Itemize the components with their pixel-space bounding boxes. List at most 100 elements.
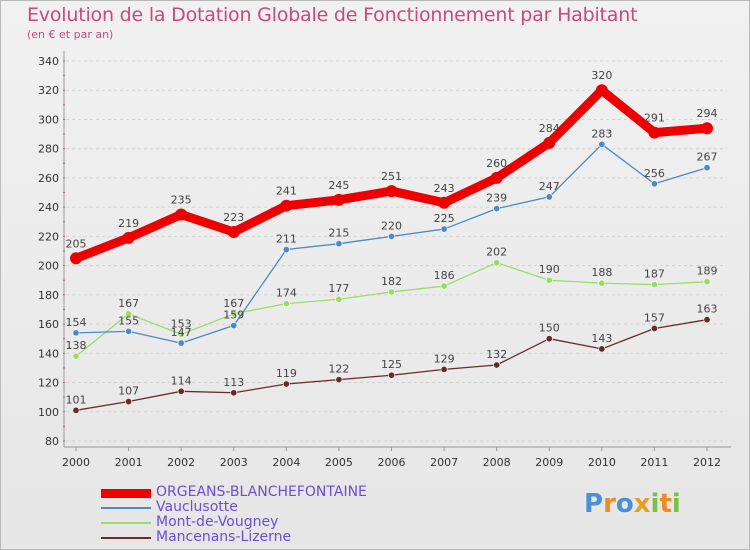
data-point bbox=[598, 140, 606, 148]
data-labels: 101 107 114 113 119 122 125 129 132 150 143 157 163 1… bbox=[66, 69, 718, 406]
logo-letter: t bbox=[659, 489, 672, 519]
grid-lines bbox=[66, 60, 727, 442]
data-point bbox=[703, 316, 711, 324]
x-axis-ticks: 2000 2001 2002 2003 2004 2005 2006 2007 2008 2009… bbox=[62, 456, 721, 469]
x-tick-label: 2008 bbox=[483, 456, 511, 469]
data-point bbox=[230, 310, 238, 318]
data-label: 225 bbox=[434, 212, 455, 225]
data-label: 159 bbox=[223, 309, 244, 322]
y-tick-label: 200 bbox=[38, 260, 59, 273]
data-point bbox=[701, 122, 713, 135]
data-label: 188 bbox=[591, 266, 612, 279]
data-label: 101 bbox=[66, 393, 87, 406]
data-point bbox=[650, 324, 658, 332]
y-tick-label: 100 bbox=[38, 406, 59, 419]
data-label: 320 bbox=[591, 69, 612, 82]
x-tick-label: 2011 bbox=[640, 456, 668, 469]
data-point bbox=[72, 406, 80, 414]
x-tick-label: 2009 bbox=[535, 456, 563, 469]
x-tick-label: 2005 bbox=[325, 456, 353, 469]
data-label: 205 bbox=[66, 237, 87, 250]
y-tick-label: 260 bbox=[38, 172, 59, 185]
data-point bbox=[230, 322, 238, 330]
data-point bbox=[598, 345, 606, 353]
data-label: 247 bbox=[539, 180, 560, 193]
y-tick-label: 80 bbox=[45, 435, 59, 448]
data-label: 223 bbox=[223, 211, 244, 224]
data-point bbox=[335, 376, 343, 384]
x-tick-label: 2000 bbox=[62, 456, 90, 469]
data-label: 251 bbox=[381, 170, 402, 183]
data-label: 219 bbox=[118, 217, 139, 230]
data-label: 190 bbox=[539, 263, 560, 276]
legend-swatch bbox=[101, 537, 151, 539]
data-label: 113 bbox=[223, 376, 244, 389]
data-label: 215 bbox=[328, 227, 349, 240]
data-point bbox=[493, 361, 501, 369]
data-point bbox=[648, 126, 661, 139]
data-point bbox=[230, 389, 238, 397]
proxiti-logo: Proxiti bbox=[584, 489, 681, 519]
data-label: 143 bbox=[591, 332, 612, 345]
x-tick-label: 2012 bbox=[693, 456, 721, 469]
y-tick-label: 240 bbox=[38, 201, 59, 214]
data-point bbox=[122, 231, 135, 244]
data-point bbox=[282, 246, 290, 254]
data-label: 167 bbox=[223, 297, 244, 310]
x-tick-label: 2004 bbox=[272, 456, 300, 469]
data-point bbox=[543, 136, 556, 149]
data-point bbox=[545, 276, 553, 284]
data-label: 122 bbox=[328, 363, 349, 376]
legend-swatch bbox=[101, 522, 151, 524]
chart-title: Evolution de la Dotation Globale de Fonc… bbox=[27, 4, 638, 26]
data-point bbox=[387, 232, 395, 240]
data-label: 119 bbox=[276, 367, 297, 380]
legend-swatch bbox=[101, 507, 151, 509]
axes bbox=[63, 51, 731, 451]
data-point bbox=[703, 164, 711, 172]
legend-label: ORGEANS-BLANCHEFONTAINE bbox=[156, 484, 367, 500]
data-label: 283 bbox=[591, 127, 612, 140]
data-label: 157 bbox=[644, 311, 665, 324]
data-point bbox=[177, 387, 185, 395]
x-tick-label: 2002 bbox=[167, 456, 195, 469]
data-label: 202 bbox=[486, 246, 507, 259]
data-point bbox=[175, 208, 188, 221]
data-point bbox=[703, 278, 711, 286]
data-point bbox=[282, 380, 290, 388]
data-label: 114 bbox=[171, 374, 192, 387]
y-tick-label: 280 bbox=[38, 143, 59, 156]
data-label: 154 bbox=[66, 316, 87, 329]
data-label: 243 bbox=[434, 182, 455, 195]
logo-letter: i bbox=[671, 489, 681, 519]
data-label: 291 bbox=[644, 112, 665, 125]
x-tick-label: 2010 bbox=[588, 456, 616, 469]
data-label: 150 bbox=[539, 322, 560, 335]
data-point bbox=[125, 398, 133, 406]
data-point bbox=[493, 259, 501, 267]
data-label: 147 bbox=[171, 326, 192, 339]
data-point bbox=[440, 282, 448, 290]
y-tick-label: 340 bbox=[38, 55, 59, 68]
chart-subtitle: (en € et par an) bbox=[27, 28, 114, 41]
data-label: 107 bbox=[118, 385, 139, 398]
data-point bbox=[385, 185, 398, 198]
x-tick-label: 2001 bbox=[115, 456, 143, 469]
data-label: 220 bbox=[381, 219, 402, 232]
data-point bbox=[70, 252, 82, 265]
data-point bbox=[545, 335, 553, 343]
data-label: 155 bbox=[118, 314, 139, 327]
data-label: 177 bbox=[328, 282, 349, 295]
data-label: 182 bbox=[381, 275, 402, 288]
data-label: 163 bbox=[697, 303, 718, 316]
data-point bbox=[72, 329, 80, 337]
data-label: 187 bbox=[644, 268, 665, 281]
y-tick-label: 160 bbox=[38, 318, 59, 331]
data-point bbox=[387, 288, 395, 296]
data-point bbox=[72, 352, 80, 360]
x-tick-label: 2007 bbox=[430, 456, 458, 469]
data-point bbox=[440, 225, 448, 233]
legend-label: Mont-de-Vougney bbox=[156, 514, 279, 530]
y-axis-ticks: 80 100 120 140 160 180 200 220 240 260 280 300 320 34… bbox=[38, 55, 59, 448]
